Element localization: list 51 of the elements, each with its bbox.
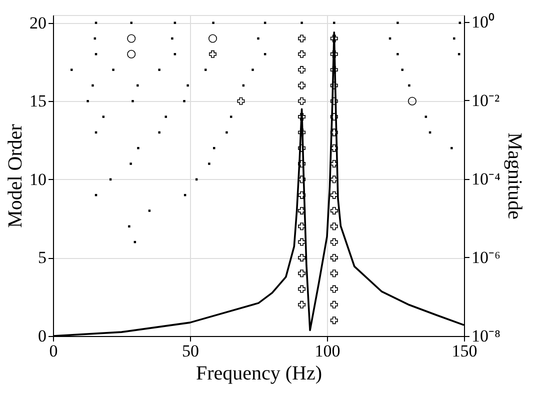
point: [298, 270, 306, 278]
y2-tick-label: 10⁻⁶: [472, 248, 500, 267]
y2-tick-label: 10⁰: [472, 12, 494, 32]
point: [298, 206, 306, 214]
y2-tick-label: 10⁻²: [472, 90, 500, 110]
point: [208, 50, 216, 58]
point: [298, 238, 306, 246]
point: [330, 285, 338, 293]
point: [298, 66, 306, 74]
point: [330, 160, 338, 168]
point: [408, 96, 416, 106]
point: [298, 254, 306, 262]
point: [330, 254, 338, 262]
point: [127, 50, 136, 58]
y-tick-label: 5: [38, 248, 46, 268]
point: [330, 34, 338, 42]
point: [330, 50, 338, 58]
point: [330, 222, 338, 230]
point: [298, 300, 306, 308]
x-tick-label: 50: [182, 342, 199, 360]
y2-tick-label: 10⁻⁴: [472, 169, 500, 188]
point: [298, 34, 306, 42]
point: [330, 316, 338, 324]
y-axis-title: Model Order: [4, 124, 26, 228]
point: [330, 270, 338, 278]
point: [298, 128, 306, 136]
y-tick-label: 20: [30, 13, 46, 32]
point: [330, 191, 338, 199]
point: [298, 285, 306, 293]
point: [330, 176, 338, 184]
y2-axis-title: Magnitude: [503, 132, 526, 220]
point: [330, 206, 338, 214]
point: [298, 82, 306, 90]
y-tick-label: 10: [30, 170, 46, 189]
point: [298, 113, 306, 121]
point: [330, 238, 338, 246]
x-tick-label: 100: [314, 342, 340, 360]
point: [298, 97, 306, 105]
point: [330, 300, 338, 308]
point: [237, 97, 245, 105]
point: [330, 128, 338, 136]
point: [298, 50, 306, 58]
point: [330, 113, 338, 121]
point: [208, 34, 218, 43]
point: [127, 34, 136, 43]
x-axis-title: Frequency (Hz): [196, 362, 322, 384]
point: [330, 144, 338, 152]
y-tick-label: 0: [38, 326, 46, 346]
y-tick-label: 15: [30, 92, 46, 111]
point: [298, 191, 306, 199]
point: [298, 176, 306, 184]
